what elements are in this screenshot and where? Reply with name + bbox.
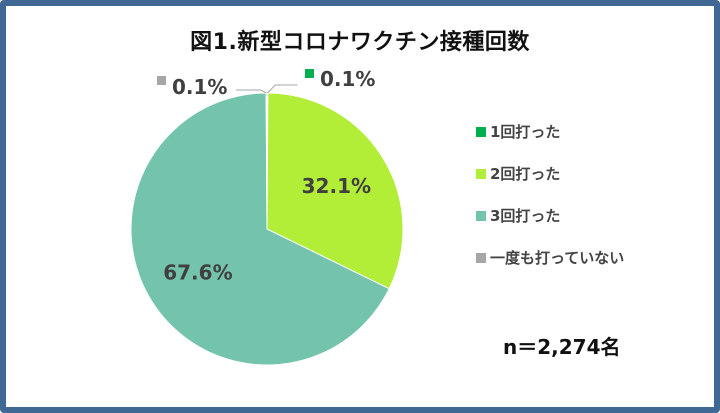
legend-swatch-3 xyxy=(476,211,486,221)
data-label-2: 32.1% xyxy=(302,174,371,198)
data-label-swatch-4 xyxy=(157,76,166,85)
legend-swatch-4 xyxy=(476,253,486,263)
legend-label-3: 3回打った xyxy=(490,207,561,225)
data-label-3: 67.6% xyxy=(163,260,232,284)
leader-line-1 xyxy=(267,84,298,94)
legend-swatch-1 xyxy=(476,127,486,137)
data-label-4: 0.1% xyxy=(172,75,227,99)
sample-size-note: n＝2,274名 xyxy=(503,335,621,359)
pie-slice-2 xyxy=(266,92,404,290)
legend-label-4: 一度も打っていない xyxy=(490,249,625,267)
pie-slice-3 xyxy=(130,92,390,366)
data-label-1: 0.1% xyxy=(320,67,375,91)
legend-label-1: 1回打った xyxy=(490,123,561,141)
chart-title: 図1.新型コロナワクチン接種回数 xyxy=(190,30,530,55)
legend-label-2: 2回打った xyxy=(490,165,561,183)
data-label-swatch-1 xyxy=(305,69,314,78)
legend-swatch-2 xyxy=(476,169,486,179)
leader-line-4 xyxy=(236,89,267,94)
